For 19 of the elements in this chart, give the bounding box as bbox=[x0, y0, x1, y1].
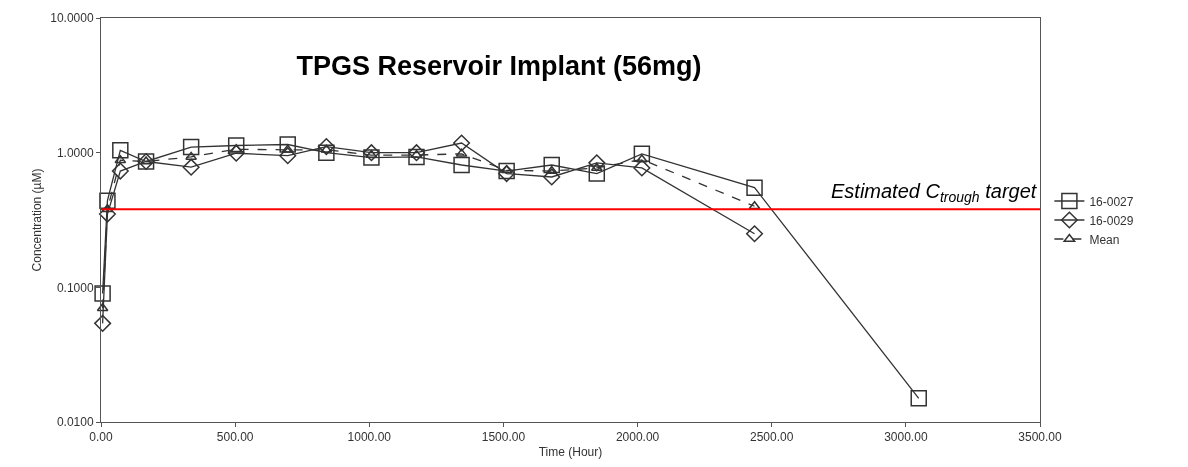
legend-label: 16-0029 bbox=[1089, 213, 1134, 228]
legend-label: Mean bbox=[1089, 232, 1120, 247]
x-tick-label: 1000.00 bbox=[347, 430, 392, 445]
x-tick-label: 3500.00 bbox=[1018, 430, 1063, 445]
x-tick-label: 0.00 bbox=[89, 430, 113, 445]
x-axis-title: Time (Hour) bbox=[538, 445, 603, 460]
y-tick-label: 1.0000 bbox=[56, 145, 94, 160]
x-tick-label: 2500.00 bbox=[750, 430, 794, 445]
x-tick-label: 2000.00 bbox=[615, 430, 660, 445]
y-tick-label: 10.0000 bbox=[50, 11, 94, 26]
x-tick-label: 3000.00 bbox=[884, 430, 928, 445]
y-tick-label: 0.1000 bbox=[56, 280, 94, 295]
x-tick-label: 500.00 bbox=[216, 430, 254, 445]
y-tick-label: 0.0100 bbox=[56, 415, 94, 430]
text: TPGS Reservoir Implant (56mg) bbox=[296, 50, 702, 81]
ref-line-label: Estimated C$_{trough}$ target bbox=[831, 180, 1038, 206]
y-axis-title: Concentration (µM) bbox=[29, 168, 44, 272]
legend-label: 16-0027 bbox=[1089, 194, 1134, 209]
x-tick-label: 1500.00 bbox=[481, 430, 526, 445]
